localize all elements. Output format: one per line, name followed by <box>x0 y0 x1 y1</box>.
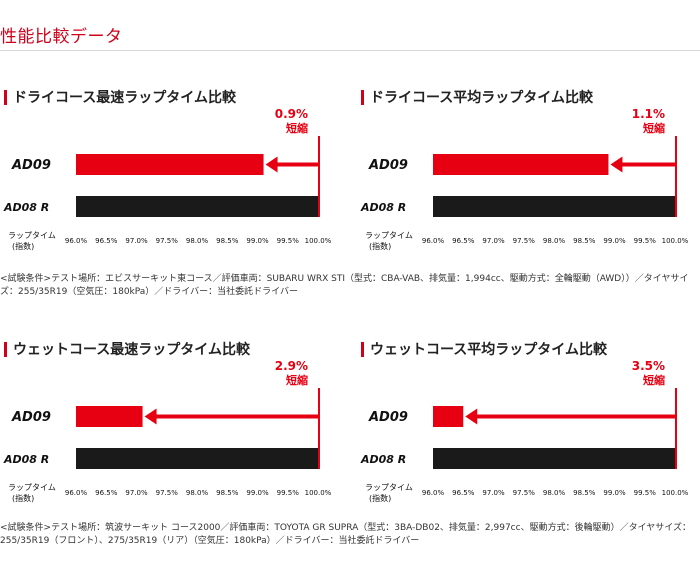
chart-title: ウェットコース平均ラップタイム比較 <box>370 342 608 358</box>
tick-label: 97.5% <box>513 237 536 245</box>
tick-label: 96.5% <box>452 237 475 245</box>
annotation-label: 短縮 <box>643 121 665 135</box>
chart-dry-average: ドライコース平均ラップタイム比較 AD09 AD08 R 1.1% 短縮ラップタイム(… <box>360 88 700 258</box>
tick-label: 96.5% <box>95 237 118 245</box>
tick-label: 98.5% <box>216 237 239 245</box>
tick-label: 99.5% <box>277 489 300 497</box>
bar-ad08r <box>433 448 675 469</box>
tick-label: 97.0% <box>125 237 148 245</box>
tick-label: 96.5% <box>452 489 475 497</box>
tick-label: 96.0% <box>65 237 88 245</box>
chart-wet-average: ウェットコース平均ラップタイム比較 AD09 AD08 R 3.5% 短縮ラップタイム… <box>360 340 700 510</box>
test-conditions-dry: <試験条件>テスト場所：エビスサーキット東コース／評価車両：SUBARU WRX… <box>0 274 689 297</box>
tick-label: 99.0% <box>603 237 626 245</box>
arrow-head <box>144 408 157 425</box>
chart-heading: ウェットコース平均ラップタイム比較 <box>361 340 607 358</box>
tick-label: 97.0% <box>482 237 505 245</box>
chart-heading: ドライコース平均ラップタイム比較 <box>361 88 593 106</box>
tick-label: 98.0% <box>186 489 209 497</box>
bar-ad09 <box>433 154 609 175</box>
tick-label: 98.5% <box>216 489 239 497</box>
bar-ad09 <box>76 154 264 175</box>
category-label: AD08 R <box>360 453 406 466</box>
tick-label: 99.5% <box>634 489 657 497</box>
tick-label: 97.5% <box>156 237 179 245</box>
arrow-head <box>610 156 623 173</box>
tick-label: 99.5% <box>277 237 300 245</box>
category-label: AD08 R <box>3 201 49 214</box>
bar-ad08r <box>76 448 318 469</box>
annotation-value: 3.5% <box>632 359 665 373</box>
tick-label: 99.0% <box>246 237 269 245</box>
annotation-value: 2.9% <box>275 359 308 373</box>
axis-label-sub: (指数) <box>369 241 391 251</box>
annotation-value: 0.9% <box>275 107 308 121</box>
tick-label: 97.0% <box>482 489 505 497</box>
tick-label: 97.5% <box>156 489 179 497</box>
tick-label: 98.5% <box>573 237 596 245</box>
tick-label: 98.5% <box>573 489 596 497</box>
chart-title: ウェットコース最速ラップタイム比較 <box>13 342 251 358</box>
category-label: AD09 <box>368 158 408 173</box>
tick-label: 100.0% <box>305 489 332 497</box>
axis-label-sub: (指数) <box>12 241 34 251</box>
heading-accent <box>361 341 364 357</box>
arrow-head <box>265 156 278 173</box>
chart-heading: ウェットコース最速ラップタイム比較 <box>4 340 250 358</box>
heading-accent <box>4 89 7 105</box>
chart-dry-fastest: ドライコース最速ラップタイム比較 AD09 AD08 R 0.9% 短縮ラップタイム(… <box>3 88 344 258</box>
axis-label: ラップタイム <box>365 483 413 492</box>
page-title: 性能比較データ <box>0 27 123 47</box>
tick-label: 96.0% <box>422 237 445 245</box>
annotation-label: 短縮 <box>643 373 665 387</box>
category-label: AD08 R <box>3 453 49 466</box>
tick-label: 99.0% <box>603 489 626 497</box>
bar-ad09 <box>433 406 464 427</box>
test-conditions-wet: <試験条件>テスト場所：筑波サーキット コース2000／評価車両：TOYOTA … <box>0 523 692 546</box>
tick-label: 98.0% <box>543 237 566 245</box>
tick-label: 97.0% <box>125 489 148 497</box>
category-label: AD08 R <box>360 201 406 214</box>
tick-label: 100.0% <box>662 489 689 497</box>
annotation-value: 1.1% <box>632 107 665 121</box>
annotation-label: 短縮 <box>286 373 308 387</box>
tick-label: 99.5% <box>634 237 657 245</box>
tick-label: 98.0% <box>543 489 566 497</box>
category-label: AD09 <box>11 410 51 425</box>
tick-label: 96.0% <box>422 489 445 497</box>
bar-ad09 <box>76 406 143 427</box>
axis-label: ラップタイム <box>8 483 56 492</box>
annotation-label: 短縮 <box>286 121 308 135</box>
bar-ad08r <box>433 196 675 217</box>
heading-accent <box>361 89 364 105</box>
category-label: AD09 <box>11 158 51 173</box>
chart-heading: ドライコース最速ラップタイム比較 <box>4 88 236 106</box>
tick-label: 98.0% <box>186 237 209 245</box>
axis-label-sub: (指数) <box>369 493 391 503</box>
tick-label: 96.5% <box>95 489 118 497</box>
bar-ad08r <box>76 196 318 217</box>
chart-title: ドライコース最速ラップタイム比較 <box>13 90 237 106</box>
tick-label: 99.0% <box>246 489 269 497</box>
tick-label: 100.0% <box>662 237 689 245</box>
tick-label: 96.0% <box>65 489 88 497</box>
chart-title: ドライコース平均ラップタイム比較 <box>370 90 594 106</box>
chart-wet-fastest: ウェットコース最速ラップタイム比較 AD09 AD08 R 2.9% 短縮ラップタイム… <box>3 340 344 510</box>
title-divider <box>0 50 700 51</box>
category-label: AD09 <box>368 410 408 425</box>
axis-label-sub: (指数) <box>12 493 34 503</box>
axis-label: ラップタイム <box>365 231 413 240</box>
axis-label: ラップタイム <box>8 231 56 240</box>
heading-accent <box>4 341 7 357</box>
arrow-head <box>465 408 478 425</box>
tick-label: 100.0% <box>305 237 332 245</box>
tick-label: 97.5% <box>513 489 536 497</box>
